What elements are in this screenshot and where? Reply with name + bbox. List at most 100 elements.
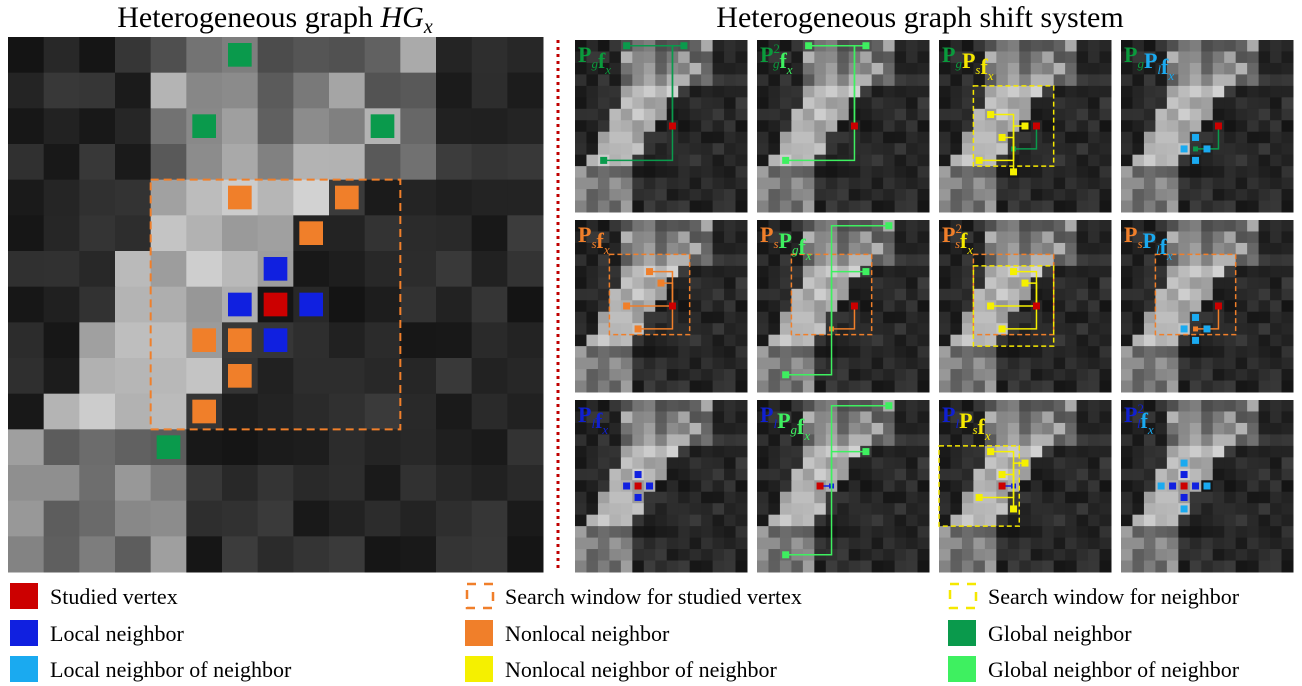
panel-pixel [1236,300,1248,312]
panel-pixel [962,277,974,289]
panel-pixel [837,538,849,550]
panel-pixel [1155,132,1167,144]
panel-pixel [757,266,769,278]
panel-pixel [1132,143,1144,155]
panel-pixel [1167,312,1179,324]
panel-pixel [1077,155,1089,167]
panel-pixel [837,300,849,312]
panel-pixel [713,369,725,381]
panel-pixel [701,243,713,255]
neighbor-of-neighbor [1204,145,1211,152]
panel-pixel [1167,538,1179,550]
panel-pixel [1077,277,1089,289]
panel-pixel [667,231,679,243]
panel-pixel [883,254,895,266]
pixel [436,287,472,323]
panel-pixel [609,538,621,550]
pixel [258,536,294,572]
panel-pixel [690,515,702,527]
panel-pixel [678,243,690,255]
panel-pixel [872,97,884,109]
panel-pixel [950,469,962,481]
panel-pixel [883,86,895,98]
panel-pixel [678,51,690,63]
panel-pixel [701,549,713,561]
panel-pixel [1088,166,1100,178]
panel-pixel [757,492,769,504]
operator: P [779,228,792,253]
subscript: x [601,422,608,437]
panel-pixel [918,178,930,190]
panel-pixel [632,457,644,469]
panel-pixel [918,526,930,538]
panel-pixel [701,220,713,232]
pixel [8,251,44,287]
panel-pixel [950,446,962,458]
neighbor-of-neighbor [976,157,983,164]
panel-pixel [713,277,725,289]
pixel [79,287,115,323]
panel-pixel [918,515,930,527]
panel-pixel [632,243,644,255]
panel-pixel [950,277,962,289]
panel-pixel [1270,503,1282,515]
panel-pixel [598,492,610,504]
pixel [472,536,508,572]
panel-pixel [757,120,769,132]
panel-pixel [632,63,644,75]
panel-pixel [678,266,690,278]
panel-pixel [996,74,1008,86]
panel-pixel [1270,74,1282,86]
panel-pixel [1259,526,1271,538]
panel-pixel [1100,231,1112,243]
panel-pixel [1077,515,1089,527]
panel-pixel [757,538,769,550]
panel-pixel [860,189,872,201]
panel-pixel [678,423,690,435]
panel-pixel [1065,335,1077,347]
pixel [258,429,294,465]
panel-pixel [1155,300,1167,312]
pixel [329,215,365,251]
panel-pixel [690,220,702,232]
panel-pixel [1282,538,1294,550]
panel-pixel [1054,254,1066,266]
panel-pixel [985,526,997,538]
pixel [186,358,222,394]
panel-pixel [690,358,702,370]
panel-pixel [1236,254,1248,266]
panel-pixel [1008,400,1020,412]
panel-pixel [950,526,962,538]
panel-pixel [1236,220,1248,232]
panel-pixel [826,201,838,213]
panel-pixel [701,492,713,504]
panel-pixel [906,166,918,178]
panel-pixel [690,120,702,132]
panel-pixel [609,323,621,335]
panel-pixel [1224,40,1236,52]
panel-pixel [1213,40,1225,52]
panel-pixel [996,561,1008,573]
panel-pixel [667,178,679,190]
panel-pixel [621,220,633,232]
pixel [8,108,44,144]
panel-pixel [1190,109,1202,121]
panel-pixel [678,526,690,538]
panel-pixel [768,289,780,301]
panel-pixel [1100,561,1112,573]
panel-pixel [575,189,587,201]
panel-pixel [736,323,748,335]
panel-pixel [678,492,690,504]
panel-pixel [757,300,769,312]
panel-pixel [906,480,918,492]
panel-pixel [996,277,1008,289]
panel-pixel [826,166,838,178]
panel-pixel [655,549,667,561]
panel-pixel [826,51,838,63]
panel-pixel [1190,51,1202,63]
panel-pixel [1121,561,1133,573]
panel-pixel [1019,381,1031,393]
studied-vertex [1181,483,1188,490]
panel-pixel [598,178,610,190]
pixel [293,429,329,465]
